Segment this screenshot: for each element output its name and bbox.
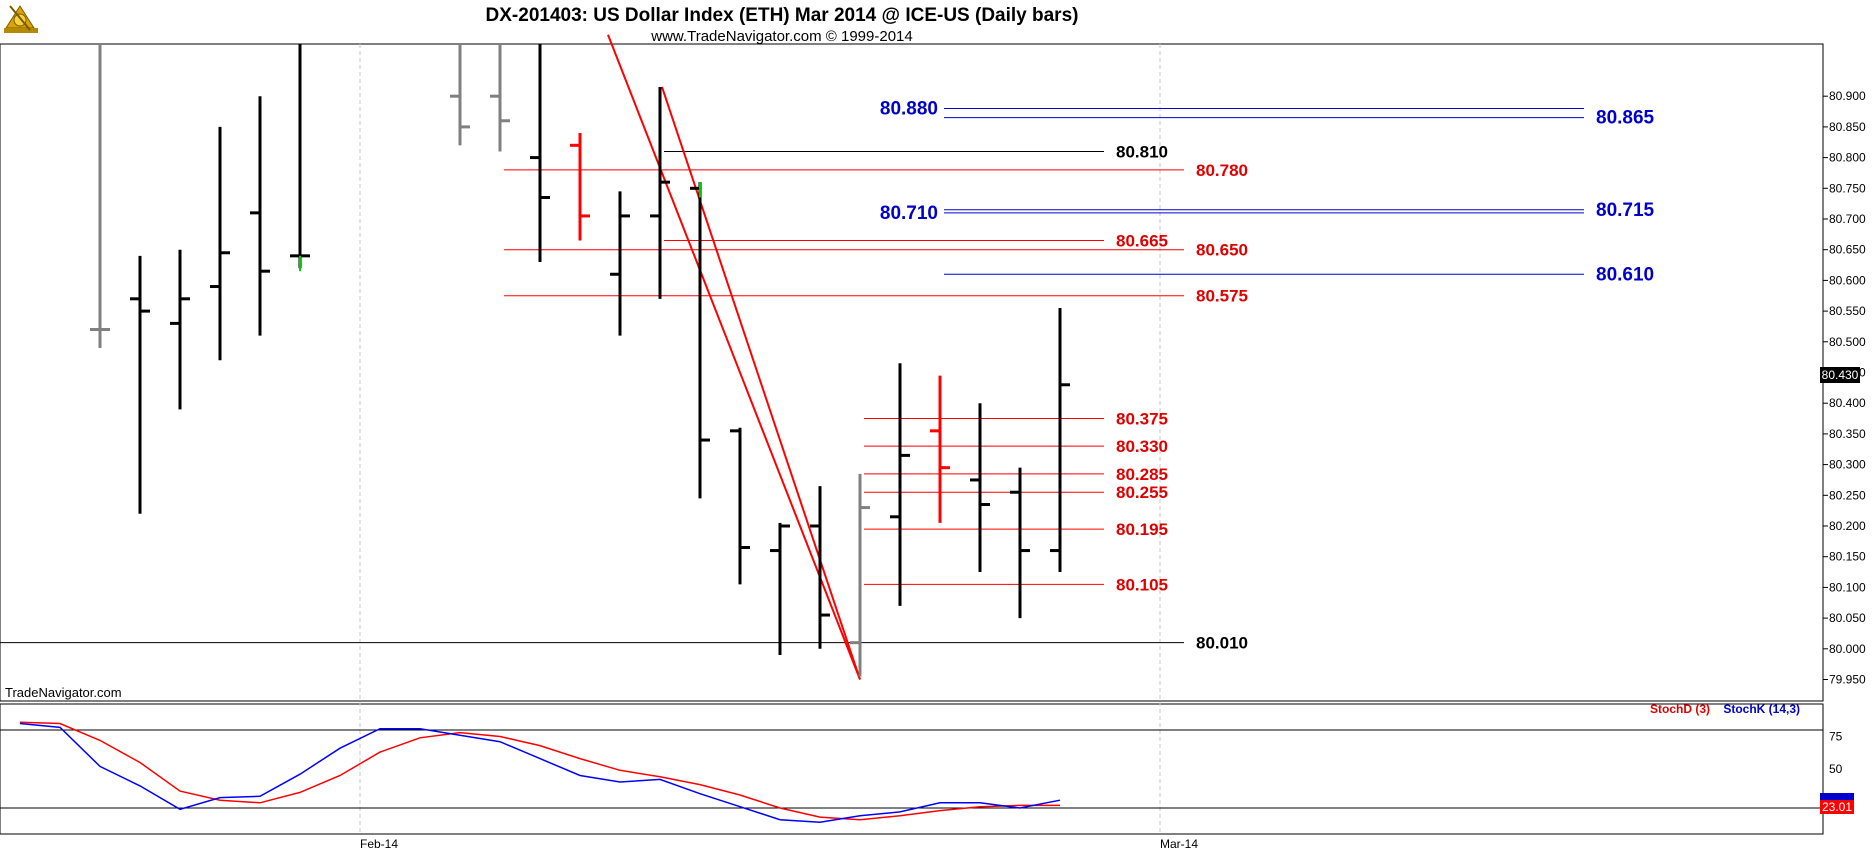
- ohlc-bar: [490, 44, 510, 152]
- y-tick-label: 80.500: [1829, 335, 1866, 349]
- chart-title: DX-201403: US Dollar Index (ETH) Mar 201…: [486, 5, 1079, 26]
- x-tick-label: Mar-14: [1160, 837, 1198, 851]
- y-tick-label: 80.150: [1829, 550, 1866, 564]
- ohlc-bar: [90, 44, 110, 348]
- level-label: 80.195: [1116, 520, 1168, 539]
- ohlc-bar: [770, 522, 790, 655]
- ohlc-bar: [1050, 308, 1070, 573]
- ohlc-bar: [1010, 467, 1030, 619]
- level-label: 80.330: [1116, 437, 1168, 456]
- ohlc-bar: [210, 126, 230, 361]
- y-tick-label: 80.600: [1829, 273, 1866, 287]
- level-label: 80.810: [1116, 142, 1168, 161]
- ohlc-bar: [130, 255, 150, 514]
- x-tick-label: Feb-14: [360, 837, 398, 851]
- y-tick-label: 80.000: [1829, 642, 1866, 656]
- y-tick-label: 80.550: [1829, 304, 1866, 318]
- level-label: 80.010: [1196, 634, 1248, 653]
- last-stoch-label: 23.01: [1822, 800, 1852, 814]
- y-tick-label: 80.100: [1829, 580, 1866, 594]
- stoch-y-tick-label: 50: [1829, 762, 1843, 776]
- level-label: 80.780: [1196, 161, 1248, 180]
- logo: [4, 5, 38, 33]
- y-tick-label: 80.800: [1829, 151, 1866, 165]
- level-lines: 80.880 80.865 80.810 80.780 80.710 80.715 80.6…: [0, 98, 1655, 653]
- stoch-panel-frame: [0, 703, 1824, 835]
- level-label: 80.610: [1596, 264, 1654, 285]
- last-price-label: 80.430: [1822, 368, 1859, 382]
- level-label: 80.375: [1116, 410, 1168, 429]
- last-stoch-d-box: [1820, 800, 1854, 814]
- y-tick-label: 80.850: [1829, 120, 1866, 134]
- level-label: 80.665: [1116, 231, 1168, 250]
- level-label: 80.105: [1116, 575, 1168, 594]
- sextant-logo-icon: [4, 5, 38, 33]
- level-label: 80.650: [1196, 241, 1248, 260]
- trendline: [607, 34, 861, 680]
- ohlc-bar: [450, 44, 470, 146]
- legend-stoch-k: StochK (14,3): [1723, 702, 1800, 716]
- ohlc-bar: [610, 191, 630, 336]
- price-panel-frame: [0, 43, 1824, 702]
- price-bars: [90, 44, 1070, 677]
- chart-subtitle: www.TradeNavigator.com © 1999-2014: [650, 28, 912, 45]
- y-tick-label: 79.950: [1829, 673, 1866, 687]
- trendlines: [607, 34, 861, 680]
- stochastic-panel: 75 50: [0, 721, 1843, 824]
- ohlc-bar: [890, 363, 910, 606]
- y-tick-label: 80.650: [1829, 243, 1866, 257]
- watermark: TradeNavigator.com: [5, 685, 122, 700]
- ohlc-bar: [930, 375, 950, 523]
- ohlc-bar: [810, 486, 830, 649]
- ohlc-bar: [970, 403, 990, 573]
- ohlc-bar: [530, 44, 550, 262]
- stoch-series-line: [19, 721, 1060, 821]
- y-tick-label: 80.400: [1829, 396, 1866, 410]
- level-label: 80.255: [1116, 483, 1168, 502]
- y-tick-label: 80.250: [1829, 488, 1866, 502]
- trendline: [661, 86, 861, 680]
- y-tick-label: 80.700: [1829, 212, 1866, 226]
- ohlc-bar: [650, 86, 670, 299]
- last-stoch-k-box: [1820, 793, 1854, 804]
- stoch-series-line: [19, 722, 1061, 824]
- ohlc-bar: [250, 96, 270, 336]
- ohlc-bar: [570, 133, 590, 241]
- level-label: 80.575: [1196, 287, 1248, 306]
- legend-stoch-d: StochD (3): [1650, 702, 1710, 716]
- y-tick-label: 80.900: [1829, 89, 1866, 103]
- y-tick-label: 80.350: [1829, 427, 1866, 441]
- level-label: 80.865: [1596, 108, 1655, 129]
- x-axis: Feb-14 Mar-14: [360, 837, 1198, 851]
- y-tick-label: 80.300: [1829, 458, 1866, 472]
- level-label: 80.285: [1116, 465, 1168, 484]
- grid: [359, 44, 1161, 834]
- ohlc-bar: [690, 182, 710, 499]
- stoch-y-tick-label: 75: [1829, 730, 1843, 744]
- level-label: 80.710: [880, 203, 938, 224]
- price-y-axis: 79.950 80.000 80.050 80.100 80.150 80.200 80.2…: [1822, 44, 1866, 701]
- level-label: 80.880: [880, 98, 938, 119]
- ohlc-bar: [730, 427, 750, 585]
- last-price-box: [1820, 367, 1860, 383]
- ohlc-bar: [850, 473, 870, 677]
- ohlc-bar: [170, 249, 190, 410]
- level-label: 80.715: [1596, 200, 1655, 221]
- y-tick-label: 80.200: [1829, 519, 1866, 533]
- y-tick-label: 80.750: [1829, 181, 1866, 195]
- ohlc-bar: [290, 44, 310, 269]
- y-tick-label: 80.050: [1829, 611, 1866, 625]
